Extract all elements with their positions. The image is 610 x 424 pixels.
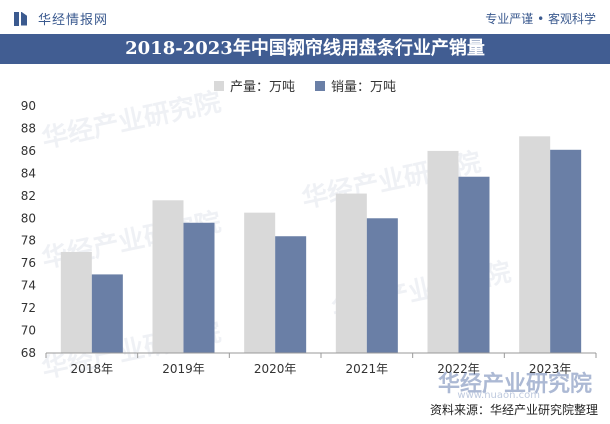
y-tick-label: 82 — [21, 189, 36, 203]
bar-sales — [458, 176, 490, 353]
legend-label: 产量：万吨 — [229, 80, 295, 95]
y-tick-label: 70 — [21, 324, 36, 338]
bar-sales — [550, 149, 582, 353]
watermark-logo: 华经产业研究院 — [437, 372, 592, 397]
y-tick-label: 86 — [21, 144, 36, 158]
brand-logo-icon — [14, 11, 30, 27]
legend-item-production: 产量：万吨 — [213, 76, 295, 95]
bar-production — [244, 212, 276, 353]
legend: 产量：万吨 销量：万吨 — [0, 76, 610, 95]
y-tick-label: 76 — [21, 256, 36, 270]
y-tick-label: 88 — [21, 121, 36, 135]
legend-item-sales: 销量：万吨 — [315, 76, 396, 95]
legend-swatch — [315, 80, 325, 91]
bar-sales — [91, 274, 123, 353]
source-note: 资料来源：华经产业研究院整理 — [429, 403, 598, 417]
x-tick-label: 2022年 — [437, 362, 480, 376]
bar-sales — [366, 218, 398, 353]
bar-production — [60, 251, 92, 353]
x-tick-label: 2019年 — [162, 362, 205, 376]
y-tick-label: 72 — [21, 301, 36, 315]
y-tick-label: 78 — [21, 234, 36, 248]
y-tick-label: 68 — [21, 346, 36, 360]
brand[interactable]: 华经情报网 — [14, 9, 108, 28]
chart-title: 2018-2023年中国钢帘线用盘条行业产销量 — [0, 34, 610, 64]
x-tick-label: 2021年 — [346, 362, 389, 376]
y-tick-label: 80 — [21, 211, 36, 225]
bar-production — [335, 193, 367, 353]
top-bar: 华经情报网 专业严谨 • 客观科学 — [0, 0, 610, 34]
bar-production — [427, 150, 459, 353]
y-tick-label: 74 — [21, 279, 36, 293]
bar-sales — [183, 222, 215, 353]
bar-production — [152, 200, 184, 353]
legend-swatch — [213, 80, 224, 91]
tagline: 专业严谨 • 客观科学 — [485, 12, 596, 26]
x-tick-label: 2018年 — [71, 362, 114, 376]
y-tick-label: 90 — [21, 99, 36, 113]
bar-sales — [275, 236, 307, 353]
y-tick-label: 84 — [21, 166, 36, 180]
bar-production — [519, 136, 551, 353]
brand-name: 华经情报网 — [38, 13, 109, 28]
x-tick-label: 2023年 — [529, 362, 572, 376]
legend-label: 销量：万吨 — [331, 80, 397, 95]
x-tick-label: 2020年 — [254, 362, 297, 376]
watermark-url: www.huaon.com — [457, 390, 540, 401]
